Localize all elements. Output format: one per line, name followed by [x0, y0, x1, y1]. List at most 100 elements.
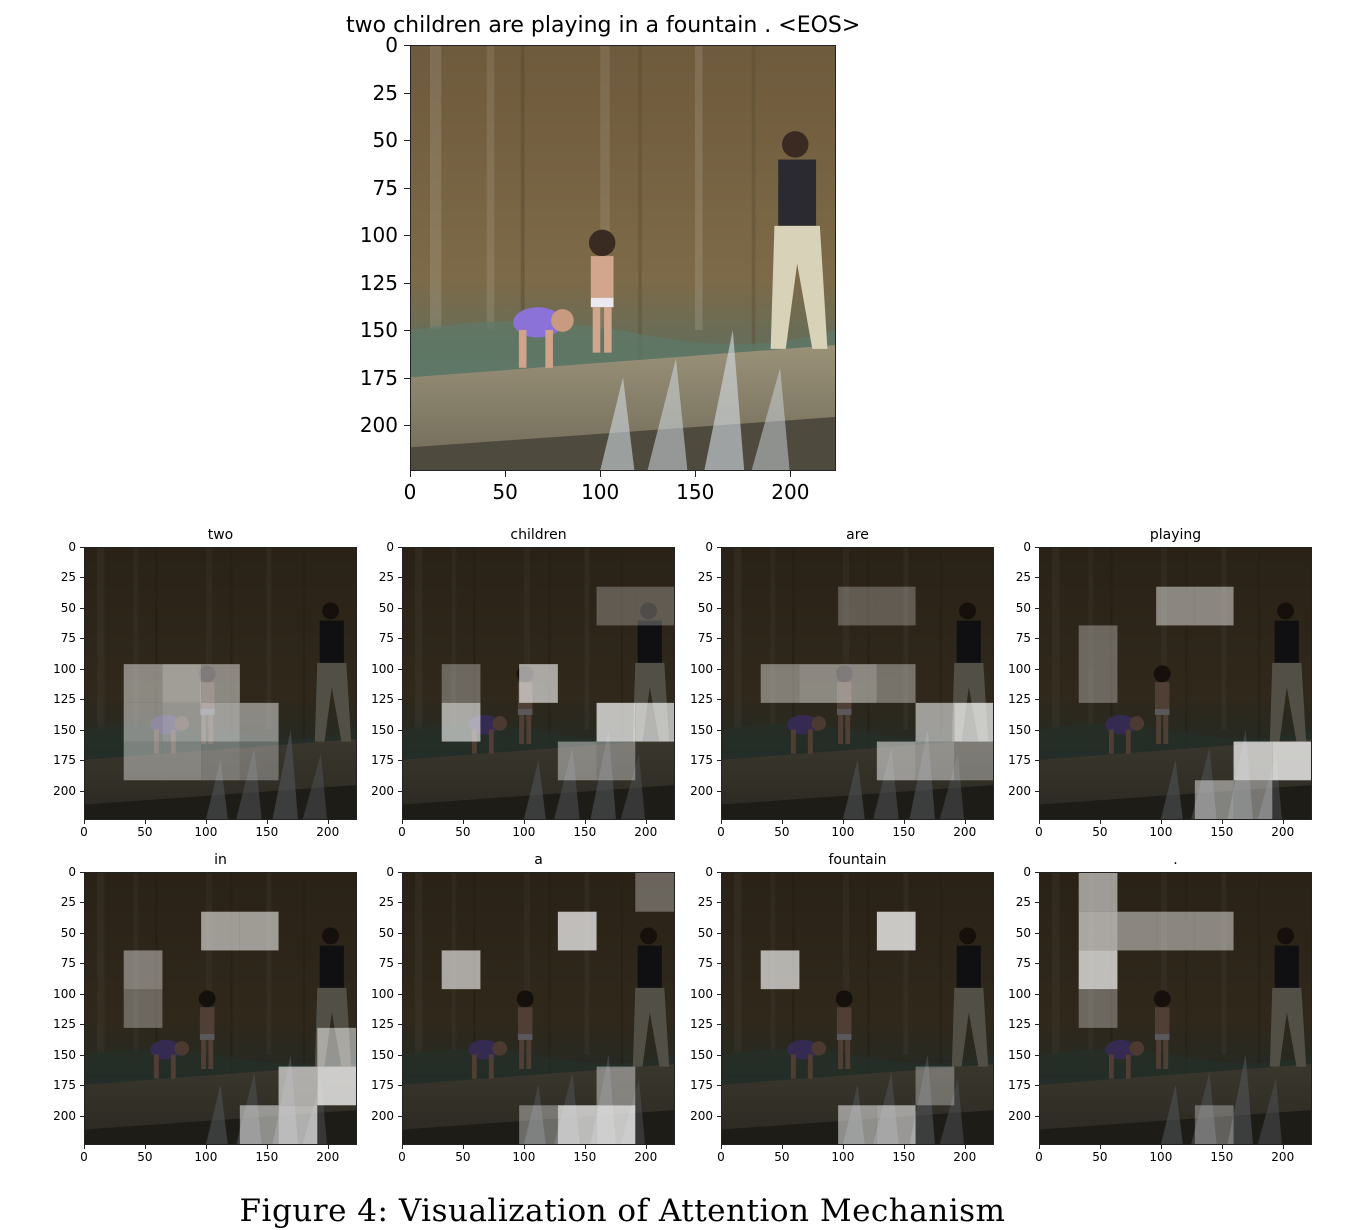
tick-mark [842, 820, 844, 824]
y-tick-label: 150 [371, 1047, 394, 1062]
tick-mark [523, 1145, 525, 1149]
y-tick-label: 0 [68, 865, 76, 879]
y-tick-label: 50 [60, 600, 76, 615]
x-tick-label: 150 [573, 1150, 597, 1164]
tick-mark [80, 932, 84, 934]
y-tick-label: 100 [53, 986, 76, 1001]
tick-mark [717, 1085, 721, 1087]
x-tick-label: 0 [717, 1150, 725, 1164]
attention-cell [123, 741, 163, 781]
attention-cell [239, 702, 279, 742]
x-tick-label: 50 [137, 825, 153, 839]
tick-mark [1099, 820, 1101, 824]
tick-mark [80, 577, 84, 579]
tick-mark [717, 932, 721, 934]
y-tick-label: 150 [690, 1047, 713, 1062]
tick-mark [903, 1145, 905, 1149]
attention-cell [557, 911, 597, 951]
x-tick-label: 150 [1210, 825, 1234, 839]
y-tick-label: 200 [1008, 1108, 1031, 1123]
tick-mark [645, 1145, 647, 1149]
tick-mark [1035, 668, 1039, 670]
tick-mark [398, 638, 402, 640]
tick-mark [1160, 820, 1162, 824]
x-tick-label: 150 [676, 480, 715, 504]
attention-cell [201, 911, 240, 951]
x-tick-label: 50 [455, 1150, 471, 1164]
x-tick-label: 0 [80, 825, 88, 839]
attention-cell [1078, 873, 1118, 912]
attention-cell [1233, 741, 1273, 781]
tick-mark [404, 45, 410, 46]
attention-cell [557, 1105, 597, 1144]
tick-mark [80, 1115, 84, 1117]
y-tick-label: 150 [359, 318, 398, 343]
x-tick-label: 50 [1092, 1150, 1108, 1164]
tick-mark [398, 1085, 402, 1087]
attention-cell [760, 664, 800, 703]
tick-mark [402, 1145, 403, 1149]
tick-mark [1160, 1145, 1162, 1149]
y-tick-label: 50 [697, 600, 713, 615]
y-tick-label: 175 [371, 753, 394, 768]
y-tick-label: 200 [1008, 783, 1031, 798]
y-tick-label: 175 [690, 753, 713, 768]
tick-mark [462, 820, 464, 824]
tick-mark [398, 668, 402, 670]
tick-mark [398, 1054, 402, 1056]
tick-mark [404, 425, 410, 427]
y-tick-label: 200 [690, 1108, 713, 1123]
attention-cell [760, 950, 800, 990]
tick-mark [398, 932, 402, 934]
attention-map [1039, 872, 1312, 1145]
x-tick-label: 100 [831, 1150, 855, 1164]
y-tick-label: 0 [68, 540, 76, 554]
tick-mark [1035, 638, 1039, 640]
tick-mark [398, 760, 402, 762]
y-tick-label: 50 [372, 128, 398, 153]
tick-mark [717, 699, 721, 701]
y-tick-label: 75 [378, 631, 394, 646]
y-tick-label: 100 [53, 661, 76, 676]
attention-cell [876, 1105, 916, 1144]
tick-mark [842, 1145, 844, 1149]
panel-word-title: two [207, 527, 234, 543]
y-tick-label: 100 [1008, 661, 1031, 676]
attention-map [721, 547, 994, 820]
y-tick-label: 0 [385, 33, 398, 57]
attention-cell [635, 702, 674, 742]
x-tick-label: 150 [892, 1150, 916, 1164]
y-tick-label: 75 [60, 631, 76, 646]
attention-cell [557, 741, 597, 781]
attention-cell [1078, 911, 1118, 951]
y-tick-label: 50 [378, 600, 394, 615]
tick-mark [1035, 790, 1039, 792]
attention-cell [596, 586, 636, 626]
tick-mark [1099, 1145, 1101, 1149]
attention-cell [915, 741, 955, 781]
y-tick-label: 50 [1015, 925, 1031, 940]
panel-word-title: children [510, 527, 567, 543]
y-tick-label: 25 [60, 895, 76, 910]
y-tick-label: 175 [53, 753, 76, 768]
tick-mark [80, 699, 84, 701]
tick-mark [695, 471, 697, 477]
y-tick-label: 125 [371, 692, 394, 707]
tick-mark [1035, 902, 1039, 904]
x-tick-label: 0 [80, 1150, 88, 1164]
tick-mark [404, 140, 410, 142]
x-tick-label: 200 [634, 1150, 658, 1164]
tick-mark [717, 790, 721, 792]
y-tick-label: 50 [1015, 600, 1031, 615]
panel-word-title: in [214, 852, 227, 868]
attention-cell [1194, 780, 1234, 819]
tick-mark [1035, 1054, 1039, 1056]
main-photo [410, 45, 836, 471]
tick-mark [327, 820, 329, 824]
tick-mark [398, 963, 402, 965]
y-tick-label: 200 [53, 1108, 76, 1123]
x-tick-label: 100 [831, 825, 855, 839]
attention-cell [317, 1066, 356, 1106]
tick-mark [1035, 760, 1039, 762]
x-tick-label: 0 [1035, 1150, 1043, 1164]
